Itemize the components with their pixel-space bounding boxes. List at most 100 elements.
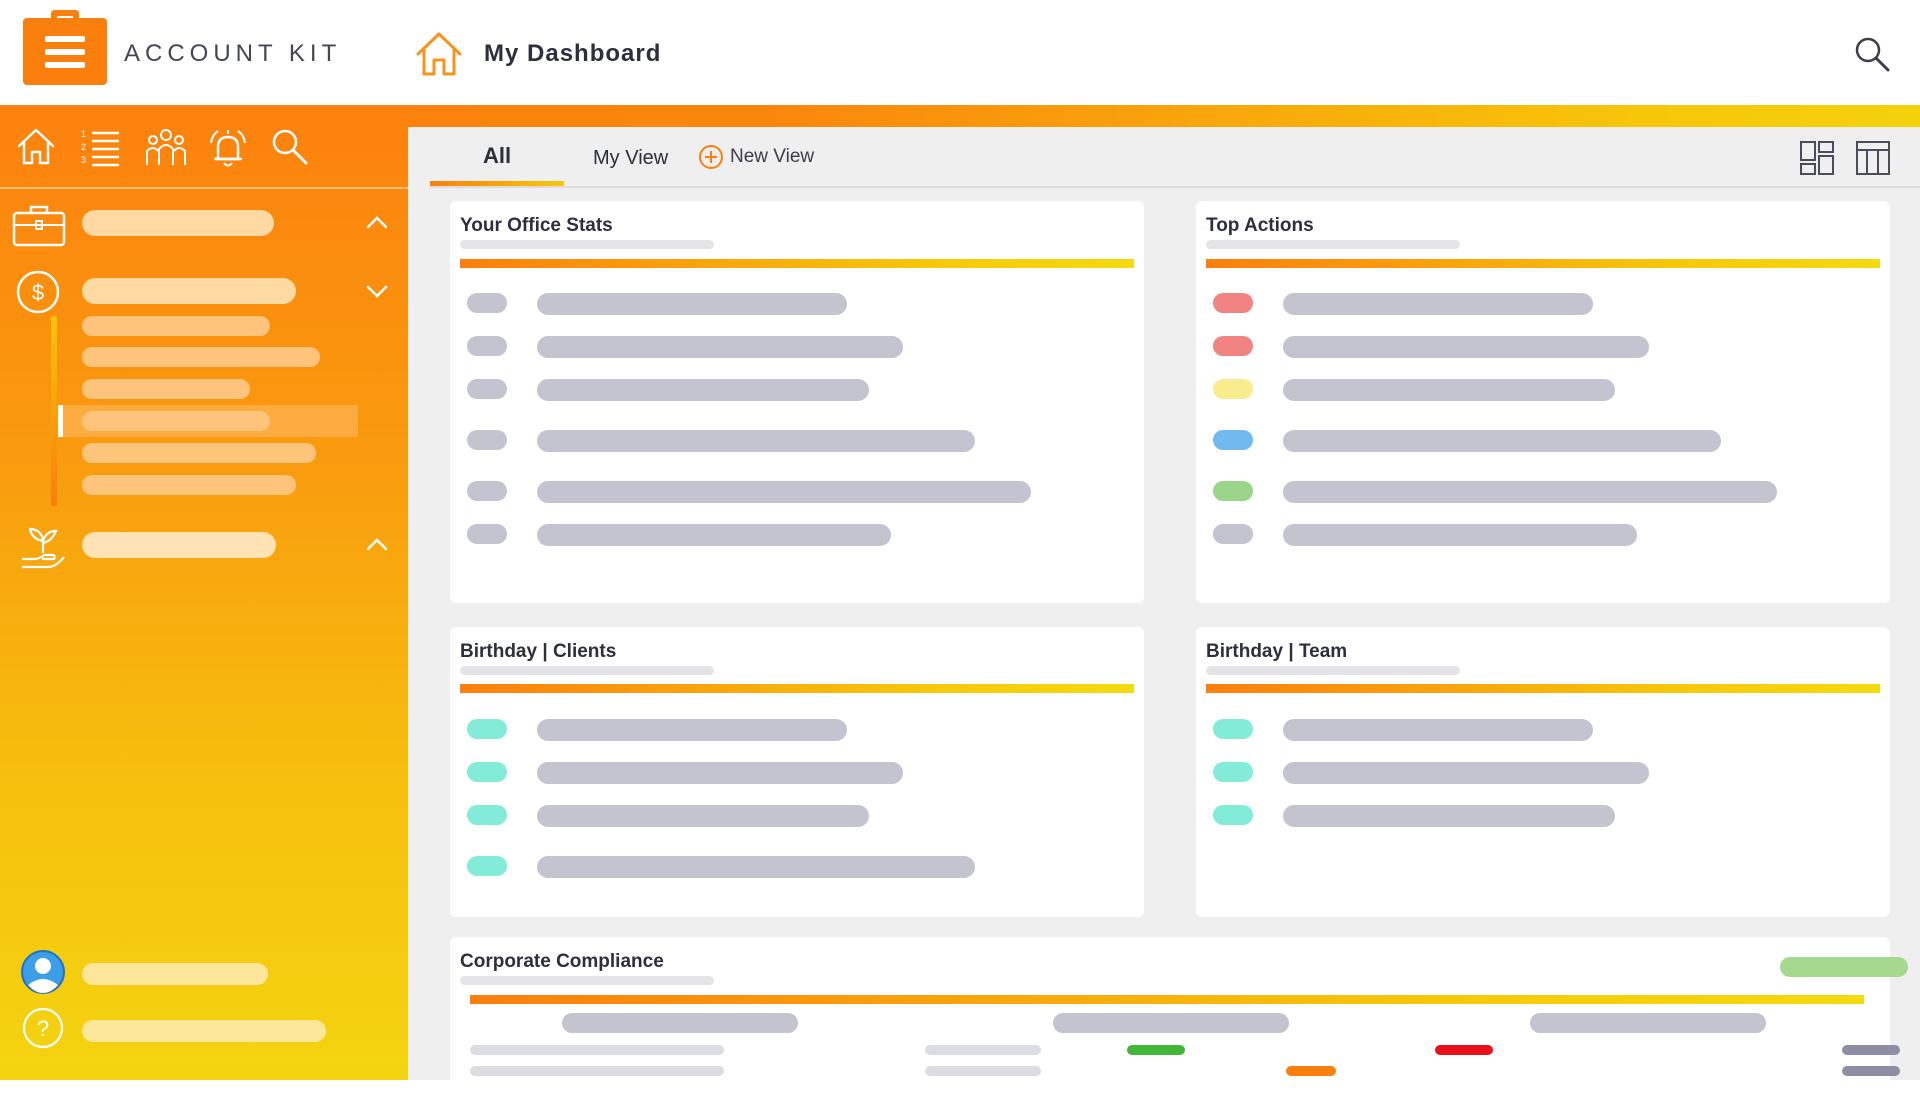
help-label-placeholder[interactable] xyxy=(82,1020,326,1042)
svg-text:3: 3 xyxy=(81,155,86,165)
plus-circle-icon xyxy=(699,145,723,169)
stat-badge xyxy=(467,430,507,450)
card-subtitle-placeholder xyxy=(460,976,714,985)
card-accent-rule xyxy=(460,684,1134,693)
card-subtitle-placeholder xyxy=(460,240,714,249)
chevron-up-icon[interactable] xyxy=(363,531,391,559)
table-layout-icon[interactable] xyxy=(1854,139,1892,177)
tab-my-view[interactable]: My View xyxy=(593,147,669,169)
page-title: My Dashboard xyxy=(484,40,662,67)
birthday-row[interactable] xyxy=(1283,762,1649,784)
logo-line xyxy=(45,49,85,55)
top-header: ACCOUNT KIT My Dashboard xyxy=(0,0,1920,105)
birthday-badge xyxy=(467,762,507,782)
home-icon[interactable] xyxy=(14,125,58,169)
stat-row[interactable] xyxy=(537,336,903,358)
compliance-row-value xyxy=(925,1066,1041,1076)
birthday-badge xyxy=(467,805,507,825)
search-icon[interactable] xyxy=(1852,34,1892,74)
sidebar-section-pill[interactable] xyxy=(82,278,296,304)
birthday-row[interactable] xyxy=(537,856,975,878)
submenu-item[interactable] xyxy=(82,316,270,336)
compliance-row-label[interactable] xyxy=(470,1045,724,1055)
action-row[interactable] xyxy=(1283,336,1649,358)
stat-row[interactable] xyxy=(537,481,1031,503)
card-accent-rule xyxy=(460,259,1134,268)
people-icon[interactable] xyxy=(144,125,188,169)
sidebar-section-pill[interactable] xyxy=(82,532,276,558)
tab-all[interactable]: All xyxy=(483,143,512,168)
svg-text:$: $ xyxy=(32,280,44,305)
numbered-list-icon[interactable]: 1 2 3 xyxy=(78,125,122,169)
action-row[interactable] xyxy=(1283,524,1637,546)
stat-badge xyxy=(467,481,507,501)
account-kit-logo-icon[interactable] xyxy=(23,10,107,85)
birthday-clients-card: Birthday | Clients xyxy=(450,627,1144,917)
svg-text:?: ? xyxy=(37,1016,49,1041)
chevron-up-icon[interactable] xyxy=(363,209,391,237)
birthday-badge xyxy=(1213,762,1253,782)
birthday-row[interactable] xyxy=(537,719,847,741)
compliance-row-action[interactable] xyxy=(1842,1045,1900,1055)
grid-layout-icon[interactable] xyxy=(1798,139,1836,177)
user-avatar-icon[interactable] xyxy=(20,949,66,995)
chevron-down-icon[interactable] xyxy=(363,277,391,305)
sidebar-section-pill[interactable] xyxy=(82,210,274,236)
compliance-row-action[interactable] xyxy=(1842,1066,1900,1076)
sidebar-nav-icons: 1 2 3 xyxy=(0,125,408,185)
new-view-button[interactable]: New View xyxy=(698,143,814,171)
action-row[interactable] xyxy=(1283,430,1721,452)
svg-text:2: 2 xyxy=(81,142,86,152)
action-row[interactable] xyxy=(1283,481,1777,503)
submenu-item[interactable] xyxy=(82,411,270,431)
sidebar-divider xyxy=(0,187,408,189)
compliance-column-header xyxy=(1530,1013,1766,1033)
help-icon[interactable]: ? xyxy=(22,1007,64,1049)
status-badge-red xyxy=(1213,293,1253,313)
card-title: Top Actions xyxy=(1206,215,1314,236)
card-accent-rule xyxy=(470,995,1864,1004)
sidebar: 1 2 3 xyxy=(0,105,408,1080)
submenu-item[interactable] xyxy=(82,475,296,495)
card-title: Your Office Stats xyxy=(460,215,613,236)
search-icon[interactable] xyxy=(268,125,312,169)
birthday-row[interactable] xyxy=(1283,719,1593,741)
plant-hand-icon xyxy=(22,527,65,569)
briefcase-icon xyxy=(12,205,66,247)
stat-row[interactable] xyxy=(537,524,891,546)
status-indicator-green xyxy=(1127,1045,1185,1055)
submenu-item[interactable] xyxy=(82,347,320,367)
header-accent-strip xyxy=(0,105,1920,127)
birthday-row[interactable] xyxy=(537,805,869,827)
new-view-label: New View xyxy=(730,146,815,167)
birthday-row[interactable] xyxy=(537,762,903,784)
status-badge-yellow xyxy=(1213,379,1253,399)
submenu-item[interactable] xyxy=(82,379,250,399)
birthday-badge xyxy=(1213,805,1253,825)
submenu-active-indicator xyxy=(58,405,63,437)
birthday-badge xyxy=(467,856,507,876)
user-name-placeholder[interactable] xyxy=(82,963,268,985)
status-indicator-orange xyxy=(1286,1066,1336,1076)
tab-divider xyxy=(430,186,1920,188)
action-row[interactable] xyxy=(1283,379,1615,401)
compliance-column-header xyxy=(562,1013,798,1033)
stat-row[interactable] xyxy=(537,379,869,401)
compliance-status-badge[interactable] xyxy=(1780,957,1908,977)
submenu-item[interactable] xyxy=(82,443,316,463)
birthday-badge xyxy=(467,719,507,739)
compliance-row-label[interactable] xyxy=(470,1066,724,1076)
stat-row[interactable] xyxy=(537,430,975,452)
top-actions-card: Top Actions xyxy=(1196,201,1890,603)
home-icon[interactable] xyxy=(414,30,464,78)
action-row[interactable] xyxy=(1283,293,1593,315)
status-badge-red xyxy=(1213,336,1253,356)
stat-row[interactable] xyxy=(537,293,847,315)
dollar-circle-icon: $ xyxy=(16,270,60,314)
compliance-row-value xyxy=(925,1045,1041,1055)
brand-name: ACCOUNT KIT xyxy=(124,40,342,67)
birthday-badge xyxy=(1213,719,1253,739)
alarm-bell-icon[interactable] xyxy=(206,125,250,169)
birthday-row[interactable] xyxy=(1283,805,1615,827)
card-title: Birthday | Team xyxy=(1206,641,1348,662)
